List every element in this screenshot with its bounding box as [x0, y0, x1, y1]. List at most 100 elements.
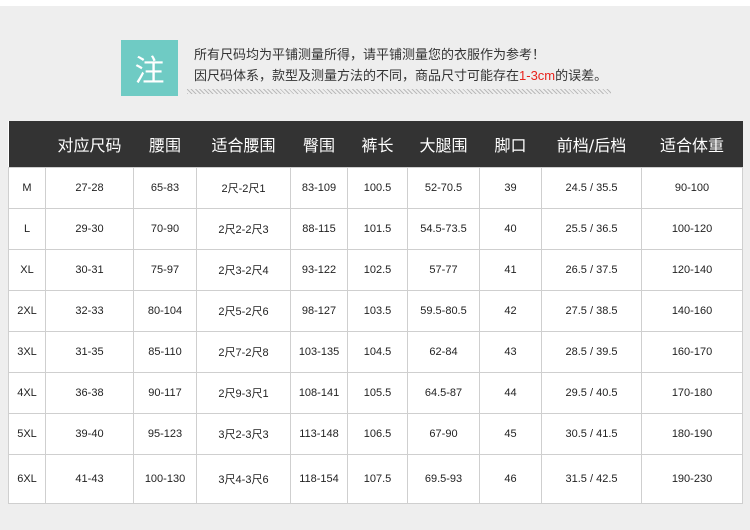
size-cell: 3XL	[8, 331, 46, 373]
table-cell: 88-115	[290, 208, 348, 250]
table-cell: 85-110	[133, 331, 197, 373]
table-cell: 107.5	[347, 454, 408, 504]
column-header: 适合腰围	[196, 121, 291, 168]
table-cell: 3尺2-3尺3	[196, 413, 291, 455]
table-row: 2XL 32-33 80-104 2尺5-2尺6 98-127 103.5 59.5-80.…	[8, 290, 743, 332]
table-cell: 100.5	[347, 167, 408, 209]
table-cell: 190-230	[641, 454, 743, 504]
table-cell: 41-43	[45, 454, 134, 504]
table-cell: 39-40	[45, 413, 134, 455]
table-cell: 44	[479, 372, 542, 414]
table-cell: 100-130	[133, 454, 197, 504]
table-cell: 180-190	[641, 413, 743, 455]
table-cell: 2尺3-2尺4	[196, 249, 291, 291]
table-cell: 103-135	[290, 331, 348, 373]
table-cell: 30.5 / 41.5	[541, 413, 642, 455]
table-cell: 2尺-2尺1	[196, 167, 291, 209]
table-cell: 90-100	[641, 167, 743, 209]
table-cell: 65-83	[133, 167, 197, 209]
table-cell: 3尺4-3尺6	[196, 454, 291, 504]
table-cell: 54.5-73.5	[407, 208, 480, 250]
size-cell: 2XL	[8, 290, 46, 332]
table-row: XL 30-31 75-97 2尺3-2尺4 93-122 102.5 57-77 41 26.…	[8, 249, 743, 291]
table-header: 对应尺码 腰围 适合腰围 臀围 裤长 大腿围 脚口 前档/后档 适合体重	[8, 121, 743, 168]
table-cell: 108-141	[290, 372, 348, 414]
table-cell: 30-31	[45, 249, 134, 291]
column-header: 腰围	[133, 121, 197, 168]
table-cell: 62-84	[407, 331, 480, 373]
table-cell: 52-70.5	[407, 167, 480, 209]
note-line-2-post: 的误差。	[555, 69, 608, 84]
column-header	[8, 121, 46, 168]
table-cell: 83-109	[290, 167, 348, 209]
table-cell: 103.5	[347, 290, 408, 332]
table-cell: 59.5-80.5	[407, 290, 480, 332]
column-header: 对应尺码	[45, 121, 134, 168]
size-cell: 4XL	[8, 372, 46, 414]
table-row: 3XL 31-35 85-110 2尺7-2尺8 103-135 104.5 62-84 43…	[8, 331, 743, 373]
table-cell: 32-33	[45, 290, 134, 332]
table-cell: 64.5-87	[407, 372, 480, 414]
table-cell: 80-104	[133, 290, 197, 332]
table-cell: 43	[479, 331, 542, 373]
table-cell: 101.5	[347, 208, 408, 250]
table-cell: 41	[479, 249, 542, 291]
column-header: 脚口	[479, 121, 542, 168]
table-cell: 75-97	[133, 249, 197, 291]
table-cell: 160-170	[641, 331, 743, 373]
table-cell: 25.5 / 36.5	[541, 208, 642, 250]
size-cell: L	[8, 208, 46, 250]
table-cell: 24.5 / 35.5	[541, 167, 642, 209]
column-header: 大腿围	[407, 121, 480, 168]
size-cell: M	[8, 167, 46, 209]
table-cell: 29-30	[45, 208, 134, 250]
note-line-2-pre: 因尺码体系，款型及测量方法的不同，商品尺寸可能存在	[194, 69, 520, 84]
table-cell: 104.5	[347, 331, 408, 373]
table-cell: 27-28	[45, 167, 134, 209]
table-cell: 28.5 / 39.5	[541, 331, 642, 373]
table-cell: 105.5	[347, 372, 408, 414]
table-cell: 2尺7-2尺8	[196, 331, 291, 373]
table-cell: 100-120	[641, 208, 743, 250]
table-row: M 27-28 65-83 2尺-2尺1 83-109 100.5 52-70.5 39 24.…	[8, 167, 743, 209]
table-cell: 170-180	[641, 372, 743, 414]
note-line-1: 所有尺码均为平铺测量所得，请平铺测量您的衣服作为参考！	[194, 48, 546, 63]
size-table: 对应尺码 腰围 适合腰围 臀围 裤长 大腿围 脚口 前档/后档 适合体重 M 27-28 65-83…	[8, 121, 743, 504]
table-cell: 106.5	[347, 413, 408, 455]
size-cell: XL	[8, 249, 46, 291]
table-cell: 31.5 / 42.5	[541, 454, 642, 504]
table-cell: 90-117	[133, 372, 197, 414]
table-cell: 27.5 / 38.5	[541, 290, 642, 332]
table-cell: 140-160	[641, 290, 743, 332]
table-cell: 45	[479, 413, 542, 455]
size-cell: 6XL	[8, 454, 46, 504]
table-cell: 39	[479, 167, 542, 209]
table-cell: 2尺9-3尺1	[196, 372, 291, 414]
note-highlight: 1-3cm	[519, 68, 556, 83]
table-cell: 70-90	[133, 208, 197, 250]
note-text: 所有尺码均为平铺测量所得，请平铺测量您的衣服作为参考！ 因尺码体系，款型及测量方…	[194, 46, 607, 87]
table-cell: 29.5 / 40.5	[541, 372, 642, 414]
note-badge: 注	[121, 40, 178, 96]
column-header: 前档/后档	[541, 121, 642, 168]
table-cell: 67-90	[407, 413, 480, 455]
table-cell: 36-38	[45, 372, 134, 414]
divider	[187, 89, 611, 94]
table-cell: 69.5-93	[407, 454, 480, 504]
table-cell: 95-123	[133, 413, 197, 455]
column-header: 裤长	[347, 121, 408, 168]
table-row: L 29-30 70-90 2尺2-2尺3 88-115 101.5 54.5-73.5 40…	[8, 208, 743, 250]
table-cell: 120-140	[641, 249, 743, 291]
top-strip	[0, 0, 750, 6]
table-cell: 40	[479, 208, 542, 250]
table-row: 6XL 41-43 100-130 3尺4-3尺6 118-154 107.5 69.5-9…	[8, 454, 743, 504]
column-header: 适合体重	[641, 121, 743, 168]
size-cell: 5XL	[8, 413, 46, 455]
table-cell: 2尺5-2尺6	[196, 290, 291, 332]
column-header: 臀围	[290, 121, 348, 168]
table-cell: 98-127	[290, 290, 348, 332]
table-cell: 26.5 / 37.5	[541, 249, 642, 291]
table-cell: 42	[479, 290, 542, 332]
note-line-2: 因尺码体系，款型及测量方法的不同，商品尺寸可能存在1-3cm的误差。	[194, 66, 607, 87]
table-cell: 46	[479, 454, 542, 504]
